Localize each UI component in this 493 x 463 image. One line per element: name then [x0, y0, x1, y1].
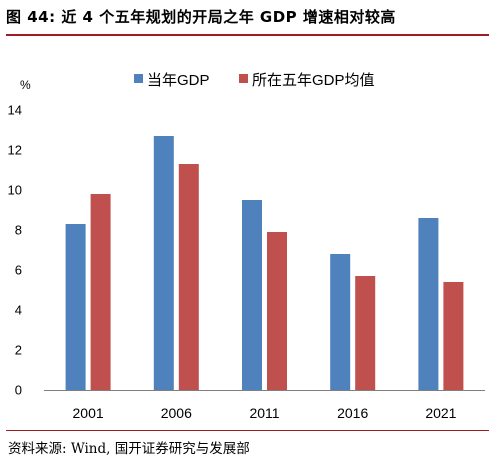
bar-chart: 当年GDP 所在五年GDP均值 % 0 2 4 6 8 10 12 14 2001 2006 201…	[8, 72, 485, 421]
source-note: 资料来源: Wind, 国开证券研究与发展部	[8, 441, 250, 457]
chart-legend: 当年GDP 所在五年GDP均值	[134, 72, 375, 89]
bar-series	[65, 136, 464, 390]
x-tick-label: 2021	[425, 405, 456, 421]
chart-container: 当年GDP 所在五年GDP均值 % 0 2 4 6 8 10 12 14 2001 2006 201…	[0, 40, 493, 430]
bar-five-year-avg-2021	[443, 282, 464, 390]
y-tick-label: 8	[15, 223, 22, 238]
y-tick-label: 6	[15, 263, 22, 278]
y-axis-ticks: 0 2 4 6 8 10 12 14	[8, 103, 22, 398]
bar-five-year-avg-2001	[90, 194, 111, 390]
y-tick-label: 14	[8, 103, 22, 118]
x-tick-label: 2016	[337, 405, 368, 421]
figure-title: 图 44: 近 4 个五年规划的开局之年 GDP 增速相对较高	[6, 8, 396, 26]
bar-annual-gdp-2021	[418, 218, 439, 390]
legend-label: 当年GDP	[147, 72, 210, 89]
y-tick-label: 2	[15, 343, 22, 358]
y-tick-label: 10	[8, 183, 22, 198]
source-bar: 资料来源: Wind, 国开证券研究与发展部	[6, 430, 489, 461]
bar-annual-gdp-2011	[242, 200, 262, 390]
x-axis-ticks: 2001 2006 2011 2016 2021	[73, 405, 457, 421]
bar-annual-gdp-2016	[330, 254, 351, 390]
x-tick-label: 2011	[249, 405, 279, 421]
bar-five-year-avg-2011	[267, 232, 287, 390]
y-axis-unit-label: %	[20, 78, 31, 92]
y-tick-label: 12	[8, 143, 22, 158]
bar-five-year-avg-2006	[178, 164, 199, 390]
legend-swatch	[134, 74, 143, 83]
bar-five-year-avg-2016	[355, 276, 376, 390]
bar-annual-gdp-2001	[65, 224, 86, 390]
legend-swatch	[239, 74, 248, 83]
bar-annual-gdp-2006	[153, 136, 174, 390]
figure-title-bar: 图 44: 近 4 个五年规划的开局之年 GDP 增速相对较高	[6, 0, 489, 36]
y-tick-label: 0	[15, 383, 22, 398]
y-tick-label: 4	[15, 303, 22, 318]
x-tick-label: 2006	[161, 405, 192, 421]
legend-label: 所在五年GDP均值	[252, 72, 375, 89]
x-tick-label: 2001	[73, 405, 104, 421]
